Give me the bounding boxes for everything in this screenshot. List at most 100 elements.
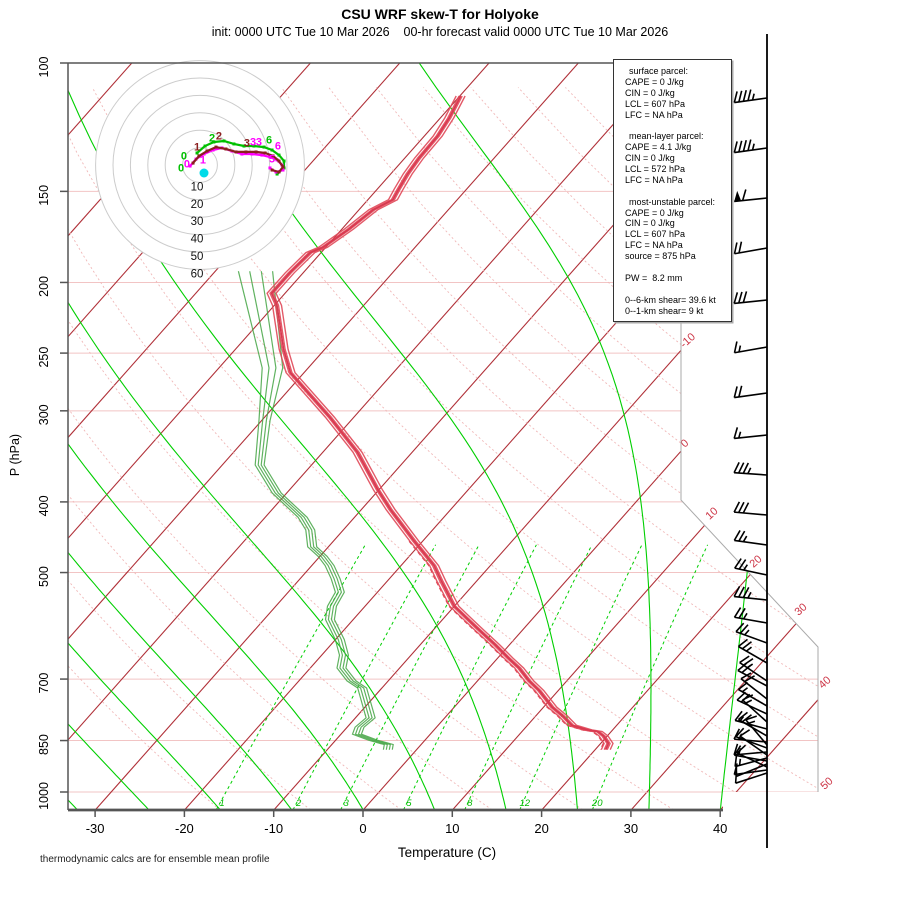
parcel-info-panel: surface parcel: CAPE = 0 J/kg CIN = 0 J/kg… [613,59,732,323]
wind-barb-staff [734,247,768,255]
svg-text:20: 20 [191,199,204,211]
temperature-tick-label: 30 [624,821,638,836]
page-title: CSU WRF skew-T for Holyoke [341,6,539,22]
parcel-trace [408,540,604,750]
wind-barb-staff [741,699,768,723]
wind-barb-staff [740,678,768,700]
pressure-tick-label: 500 [37,566,51,587]
temperature-tick-label: -10 [264,821,283,836]
hodograph-km-label: 2 [216,130,222,142]
init-valid-subtitle: init: 0000 UTC Tue 10 Mar 2026 00-hr for… [211,25,669,39]
parcel-info-line: PW = 8.2 mm [625,272,683,283]
hodograph-km-label: 0 [181,150,187,162]
wind-barb-staff [734,769,768,776]
wind-barb-staff [734,197,768,203]
svg-text:40: 40 [191,234,204,246]
parcel-info-line: surface parcel: [629,66,689,76]
svg-text:20: 20 [747,553,764,570]
x-axis-title: Temperature (C) [397,845,497,860]
parcel-info-line: LCL = 607 hPa [625,98,685,109]
pressure-tick-label: 850 [37,734,51,755]
hodograph-km-label: 0 [184,158,190,170]
parcel-info-line: source = 875 hPa [625,251,696,262]
pressure-tick-label: 200 [37,276,51,297]
wind-barb-staff [736,699,768,715]
isobars [68,190,818,793]
wind-barb-staff [745,719,768,746]
profiles [237,95,614,751]
pressure-tick-label: 1000 [37,782,51,810]
pressure-axis: 100 150 200 250 300 400 500 700 850 1000 [37,57,68,810]
wind-barb-staff [734,392,768,399]
temperature-tick-label: -20 [175,821,194,836]
wind-barb-staff [734,754,768,762]
wind-barb-staff [734,719,768,730]
parcel-info-line: LCL = 572 hPa [625,164,685,175]
pressure-tick-label: 250 [37,347,51,368]
parcel-info-line: 0--1-km shear= 9 kt [625,305,704,316]
hodograph-km-label: 3 [256,137,262,149]
wind-barb-staff [734,299,768,305]
footnote-text: thermodynamic calcs are for ensemble mea… [40,854,270,865]
hodograph-km-label: 1 [194,142,200,154]
temperature-profile-mean [270,95,610,751]
wind-barb-staff [737,669,768,687]
pressure-tick-label: 700 [37,673,51,694]
parcel-info-line: CIN = 0 J/kg [625,218,675,229]
hodograph-km-label: 0 [178,162,184,174]
wind-barb-staff [734,434,768,440]
parcel-info-line: CAPE = 0 J/kg [625,207,684,218]
pressure-tick-label: 100 [37,57,51,78]
wind-barb-staff [734,471,768,476]
svg-text:10: 10 [703,505,720,522]
svg-text:5: 5 [406,798,412,809]
wind-barb-staff [734,738,768,743]
wind-barb-staff [734,511,768,516]
parcel-info-line [614,186,731,197]
svg-text:10: 10 [191,181,204,193]
svg-text:2: 2 [295,798,302,809]
svg-text:1: 1 [219,798,224,809]
svg-text:20: 20 [591,798,603,809]
hodograph-km-label: 6 [275,141,281,153]
parcel-info-line: CIN = 0 J/kg [625,153,675,164]
temperature-profile [275,95,614,750]
dewpoint-profile [263,271,394,750]
pressure-tick-label: 300 [37,404,51,425]
temperature-tick-label: 0 [359,821,366,836]
svg-text:50: 50 [191,251,204,263]
parcel-info-line [614,120,731,131]
temperature-tick-label: 20 [534,821,548,836]
pressure-tick-label: 400 [37,495,51,516]
wind-barb-staff [735,735,768,749]
parcel-info-line: 0--6-km shear= 39.6 kt [625,294,716,305]
wind-barb-staff [734,616,768,624]
y-axis-title: P (hPa) [8,433,22,477]
dewpoint-profile [249,271,388,750]
parcel-info-line: CAPE = 0 J/kg [625,76,684,87]
hodograph-km-label: 3 [244,138,250,150]
svg-text:30: 30 [792,601,809,618]
parcel-info-line: CIN = 0 J/kg [625,87,675,98]
parcel-info-line: LFC = NA hPa [625,109,683,120]
parcel-info-line: CAPE = 4.1 J/kg [625,142,692,153]
wind-barb-staff [739,735,768,756]
svg-text:3: 3 [343,798,349,809]
wind-barbs [733,34,768,848]
hodograph-km-label: 1 [200,154,206,166]
svg-text:8: 8 [467,798,473,809]
wind-barb-staff [735,630,768,644]
svg-text:40: 40 [816,674,833,691]
wind-barb-staff [734,567,768,576]
svg-text:30: 30 [191,216,204,228]
temperature-tick-label: 10 [445,821,459,836]
parcel-info-line: LFC = NA hPa [625,240,683,251]
wind-barb-staff [734,97,768,104]
temperature-tick-label: -30 [86,821,105,836]
temperature-profile [266,95,605,750]
hodograph-km-label: 3 [250,137,256,149]
parcel-info-line: LCL = 607 hPa [625,229,685,240]
